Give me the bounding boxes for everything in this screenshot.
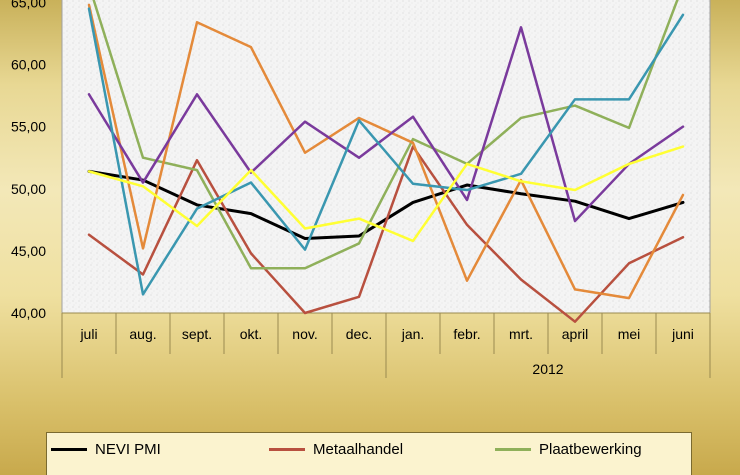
x-tick-label: april (562, 326, 588, 342)
x-tick-label: mei (618, 326, 641, 342)
year-label: 2012 (532, 361, 563, 377)
y-tick-label: 40,00 (11, 305, 46, 321)
x-tick-label: febr. (453, 326, 480, 342)
x-tick-label: juni (671, 326, 694, 342)
legend-swatch-metaalhandel (269, 448, 305, 451)
x-tick-label: jan. (401, 326, 425, 342)
legend-item-metaalhandel: Metaalhandel (269, 441, 403, 458)
series-line (87, 7, 685, 296)
series-line (87, 3, 685, 300)
series-line (87, 145, 685, 323)
x-tick-label: mrt. (509, 326, 533, 342)
y-tick-label: 65,00 (11, 0, 46, 10)
legend-swatch-nevi-pmi (51, 448, 87, 451)
legend-label-metaalhandel: Metaalhandel (313, 441, 404, 458)
y-tick-label: 45,00 (11, 243, 46, 259)
x-tick-label: aug. (129, 326, 156, 342)
legend: NEVI PMI Metaalhandel Plaatbewerking (46, 432, 692, 475)
series-line (92, 0, 679, 270)
legend-item-plaatbewerking: Plaatbewerking (495, 441, 642, 458)
series-line (87, 145, 685, 243)
series-line (87, 26, 685, 223)
x-tick-label: nov. (292, 326, 317, 342)
x-tick-label: okt. (240, 326, 263, 342)
y-tick-label: 50,00 (11, 181, 46, 197)
legend-swatch-plaatbewerking (495, 448, 531, 451)
legend-label-nevi-pmi: NEVI PMI (95, 441, 161, 458)
legend-label-plaatbewerking: Plaatbewerking (539, 441, 642, 458)
plot-area (61, 0, 711, 314)
y-tick-label: 55,00 (11, 119, 46, 135)
y-tick-label: 60,00 (11, 57, 46, 73)
x-tick-label: sept. (182, 326, 212, 342)
legend-item-nevi-pmi: NEVI PMI (51, 441, 161, 458)
x-tick-label: juli (79, 326, 97, 342)
x-tick-label: dec. (346, 326, 372, 342)
